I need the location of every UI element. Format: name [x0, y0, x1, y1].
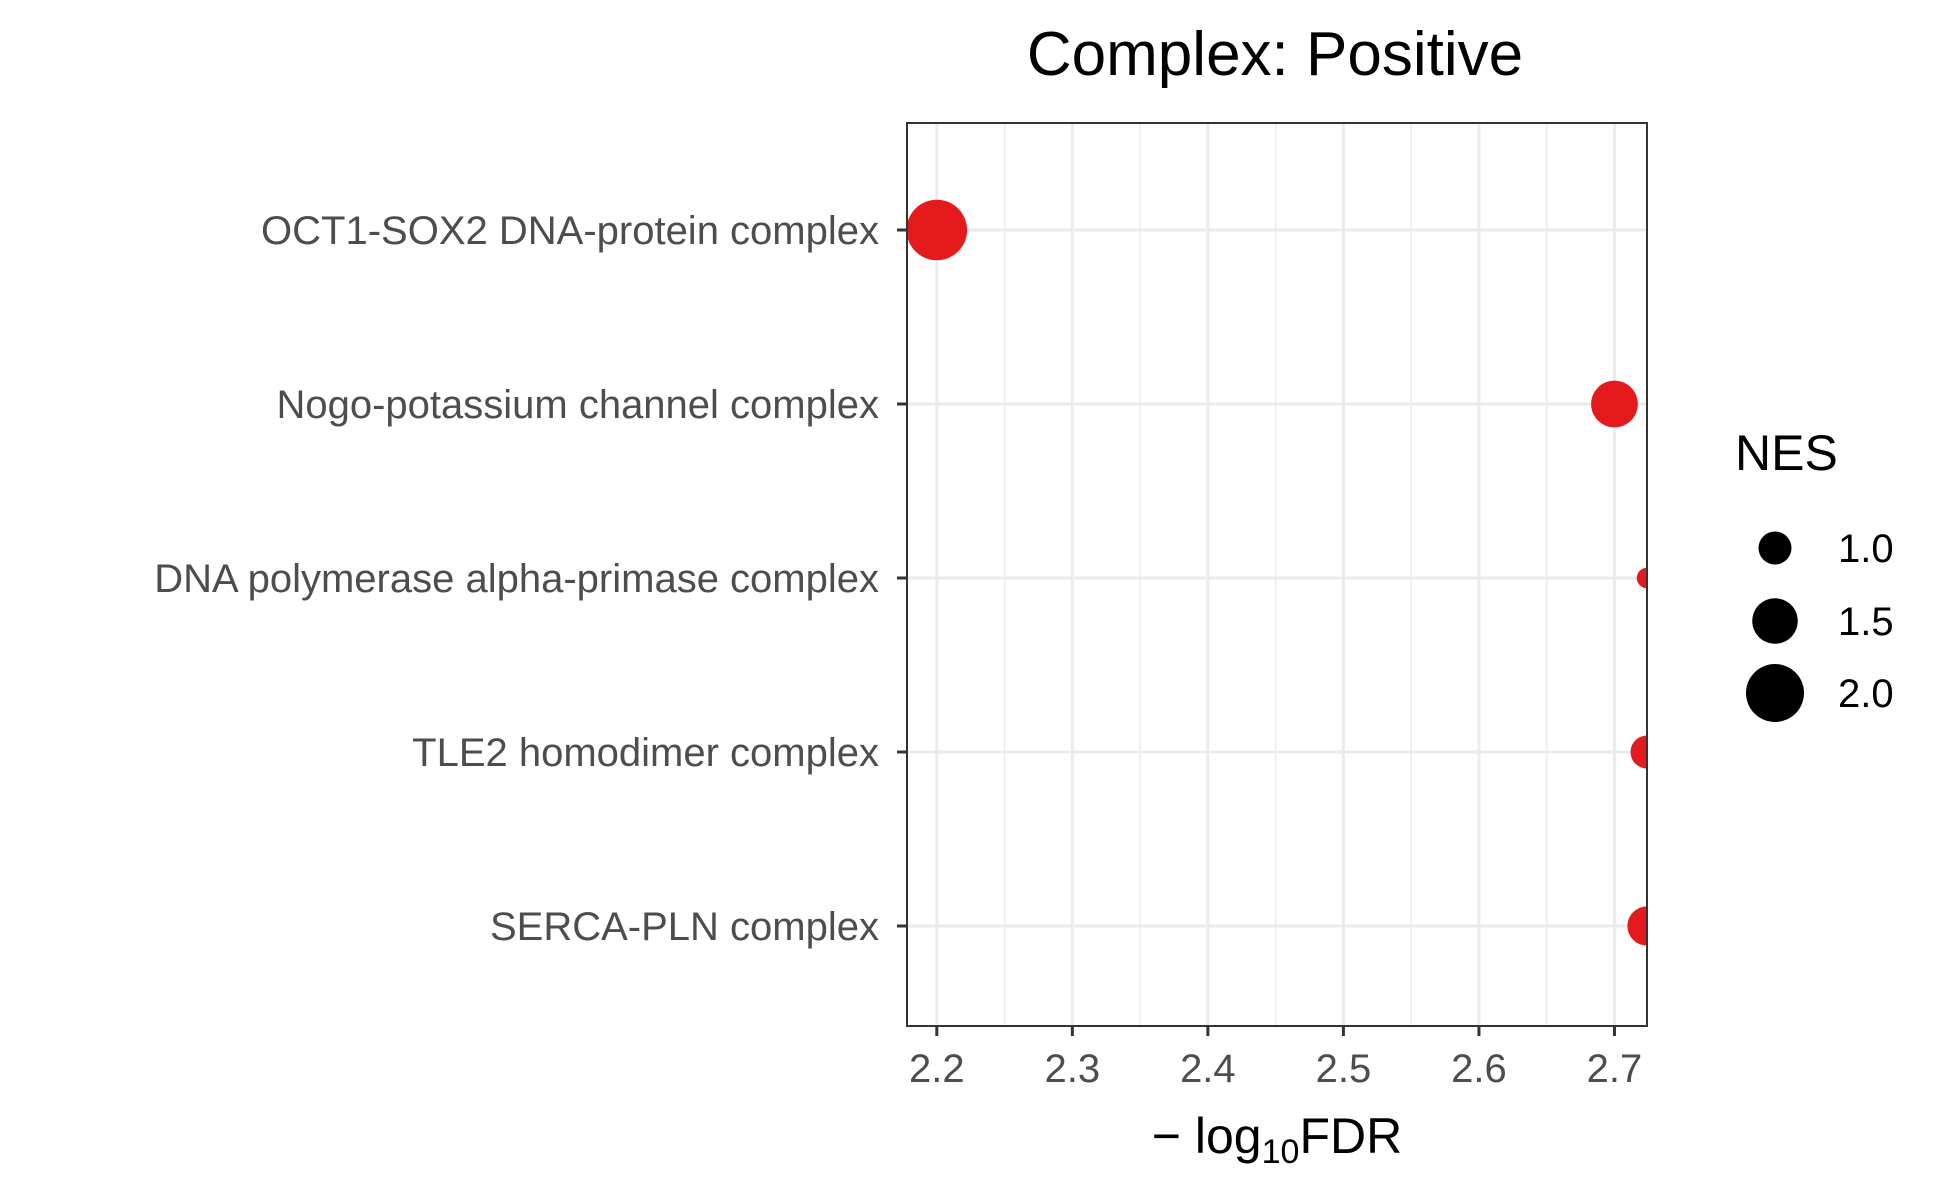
x-axis-title-suffix: FDR	[1299, 1108, 1402, 1164]
data-point	[1591, 380, 1638, 428]
data-points	[907, 199, 1647, 946]
legend-key	[1758, 531, 1792, 565]
x-tick-label: 2.5	[1316, 1047, 1372, 1091]
legend-label: 1.0	[1838, 527, 1894, 571]
x-axis: 2.2 2.3 2.4 2.5 2.6 2.7	[909, 1026, 1642, 1091]
legend-key	[1746, 664, 1804, 722]
y-category-label: TLE2 homodimer complex	[412, 731, 879, 775]
x-tick-label: 2.6	[1451, 1047, 1507, 1091]
x-axis-title-subscript: 10	[1262, 1133, 1300, 1171]
data-point	[1636, 567, 1647, 589]
y-category-label: DNA polymerase alpha-primase complex	[154, 557, 879, 601]
plot-panel-border	[906, 122, 1648, 1027]
x-axis-title-prefix: − log	[1152, 1108, 1262, 1164]
x-tick-label: 2.2	[909, 1047, 965, 1091]
y-category-label: OCT1-SOX2 DNA-protein complex	[261, 209, 879, 253]
x-axis-title: − log10FDR	[1152, 1108, 1402, 1171]
legend-title: NES	[1735, 425, 1838, 481]
data-point	[907, 199, 968, 261]
chart-title: Complex: Positive	[1027, 20, 1523, 89]
y-axis: OCT1-SOX2 DNA-protein complex Nogo-potass…	[154, 209, 907, 949]
data-point	[1630, 735, 1647, 769]
y-category-label: SERCA-PLN complex	[490, 905, 879, 949]
legend-key	[1752, 598, 1798, 644]
legend-label: 1.5	[1838, 600, 1894, 644]
data-point	[1627, 906, 1647, 946]
legend-label: 2.0	[1838, 672, 1894, 716]
grid	[907, 123, 1647, 1026]
legend: NES 1.0 1.5 2.0	[1735, 425, 1894, 722]
x-tick-label: 2.4	[1180, 1047, 1236, 1091]
y-category-label: Nogo-potassium channel complex	[276, 383, 879, 427]
x-tick-label: 2.3	[1045, 1047, 1101, 1091]
x-tick-label: 2.7	[1587, 1047, 1643, 1091]
